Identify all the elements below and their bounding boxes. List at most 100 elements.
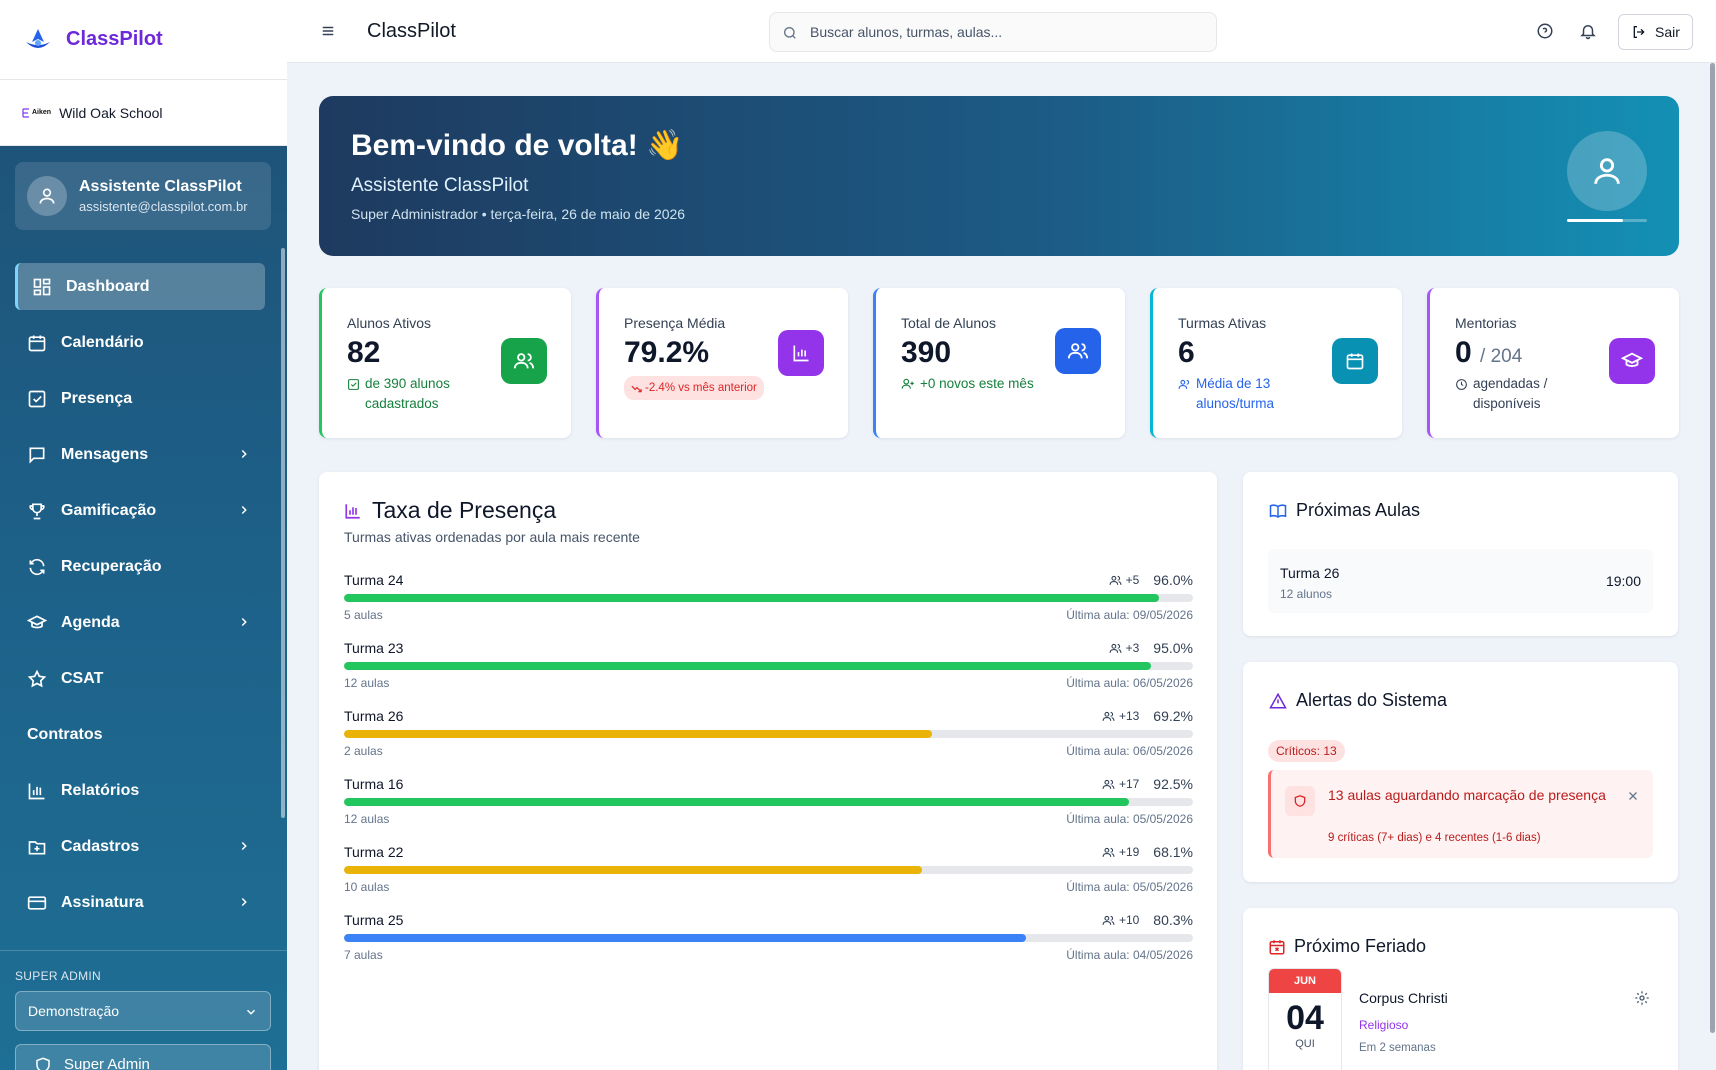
student-count: +17: [1118, 777, 1140, 791]
alert-subtitle: 9 críticas (7+ dias) e 4 recentes (1-6 d…: [1328, 832, 1541, 844]
super-admin-button[interactable]: Super Admin: [15, 1044, 271, 1070]
welcome-subtitle: Assistente ClassPilot: [351, 175, 529, 196]
sidebar-item-mensagens[interactable]: Mensagens: [15, 431, 265, 478]
sidebar-scrollbar[interactable]: [281, 248, 285, 818]
brand[interactable]: ClassPilot: [0, 0, 287, 80]
user-plus-icon: [901, 378, 914, 389]
holiday-calendar: JUN 04 QUI: [1268, 968, 1342, 1070]
stat-note: agendadas / disponíveis: [1455, 374, 1605, 414]
stat-label: Presença Média: [624, 315, 726, 331]
class-stats: +10 80.3%: [1102, 912, 1193, 928]
graduation-icon: [1609, 338, 1655, 384]
sidebar-item-cadastros[interactable]: Cadastros: [15, 823, 265, 870]
attendance-percent: 92.5%: [1153, 776, 1193, 792]
stat-card-total-alunos[interactable]: Total de Alunos 390 +0 novos este mês: [873, 288, 1125, 438]
attendance-row[interactable]: Turma 23 +3 95.0% 12 aulas Última aula: 06/0…: [344, 640, 1193, 700]
attendance-percent: 69.2%: [1153, 708, 1193, 724]
stat-value: 79.2%: [624, 336, 710, 369]
sidebar-item-dashboard[interactable]: Dashboard: [15, 263, 265, 310]
attendance-bar: [344, 934, 1193, 942]
critical-badge: Críticos: 13: [1268, 740, 1345, 762]
sidebar-item-label: Relatórios: [61, 781, 140, 799]
class-name: Turma 24: [344, 572, 404, 588]
sidebar-item-calendario[interactable]: Calendário: [15, 319, 265, 366]
sidebar-item-presenca[interactable]: Presença: [15, 375, 265, 422]
class-stats: +5 96.0%: [1109, 572, 1193, 588]
attendance-bar-fill: [344, 934, 1026, 942]
attendance-row[interactable]: Turma 22 +19 68.1% 10 aulas Última aula: 05/…: [344, 844, 1193, 904]
next-holiday-panel: Próximo Feriado JUN 04 QUI Corpus Christ…: [1243, 908, 1678, 1070]
sidebar-item-recuperacao[interactable]: Recuperação: [15, 543, 265, 590]
bar-chart-icon: [345, 503, 360, 519]
close-icon[interactable]: [1627, 790, 1639, 802]
users-icon: [1102, 778, 1115, 791]
class-last-lesson: Última aula: 05/05/2026: [1066, 812, 1193, 826]
next-holiday-title: Próximo Feriado: [1268, 936, 1426, 957]
stat-card-mentorias[interactable]: Mentorias 0 / 204 agendadas / disponívei…: [1427, 288, 1679, 438]
alert-title: 13 aulas aguardando marcação de presença: [1328, 787, 1606, 803]
sidebar-item-contratos[interactable]: Contratos: [15, 711, 265, 758]
stat-card-turmas-ativas[interactable]: Turmas Ativas 6 Média de 13 alunos/turma: [1150, 288, 1402, 438]
sidebar-item-label: Contratos: [27, 725, 103, 743]
alert-item[interactable]: 13 aulas aguardando marcação de presença…: [1268, 770, 1653, 858]
holiday-weekday: QUI: [1295, 1038, 1315, 1050]
bar-chart-icon: [28, 783, 45, 799]
help-icon[interactable]: [1536, 22, 1554, 40]
bar-chart-icon: [778, 330, 824, 376]
refresh-icon: [29, 558, 45, 575]
attendance-percent: 80.3%: [1153, 912, 1193, 928]
attendance-percent: 95.0%: [1153, 640, 1193, 656]
sidebar-item-agenda[interactable]: Agenda: [15, 599, 265, 646]
chevron-right-icon: [241, 841, 247, 851]
school-logo: Aiken: [22, 107, 51, 118]
sidebar-item-relatorios[interactable]: Relatórios: [15, 767, 265, 814]
stat-value: 82: [347, 336, 381, 369]
graduation-icon: [27, 614, 47, 628]
stat-label: Total de Alunos: [901, 315, 996, 331]
shield-icon: [36, 1057, 50, 1070]
bell-icon[interactable]: [1579, 22, 1597, 40]
holiday-month: JUN: [1269, 969, 1341, 993]
attendance-bar-fill: [344, 662, 1151, 670]
attendance-bar: [344, 730, 1193, 738]
stat-card-alunos-ativos[interactable]: Alunos Ativos 82 de 390 alunos cadastrad…: [319, 288, 571, 438]
class-stats: +19 68.1%: [1102, 844, 1193, 860]
attendance-row[interactable]: Turma 26 +13 69.2% 2 aulas Última aula: 06/0…: [344, 708, 1193, 768]
sidebar-item-csat[interactable]: CSAT: [15, 655, 265, 702]
class-last-lesson: Última aula: 06/05/2026: [1066, 676, 1193, 690]
search-placeholder: Buscar alunos, turmas, aulas...: [810, 24, 1003, 40]
gear-icon[interactable]: [1634, 990, 1650, 1006]
sidebar-item-assinatura[interactable]: Assinatura: [15, 879, 265, 926]
logout-button[interactable]: Sair: [1618, 14, 1693, 50]
next-class-time: 19:00: [1605, 573, 1641, 589]
school-switcher[interactable]: Aiken Wild Oak School: [0, 80, 287, 146]
class-lesson-count: 5 aulas: [344, 608, 383, 622]
class-lesson-count: 12 aulas: [344, 812, 390, 826]
page-scrollbar[interactable]: [1709, 63, 1716, 1070]
attendance-row[interactable]: Turma 16 +17 92.5% 12 aulas Última aula: 05/…: [344, 776, 1193, 836]
users-icon: [1102, 710, 1115, 723]
stat-card-presenca-media[interactable]: Presença Média 79.2% -2.4% vs mês anteri…: [596, 288, 848, 438]
class-stats: +17 92.5%: [1102, 776, 1193, 792]
demo-select[interactable]: Demonstração: [15, 991, 271, 1031]
menu-icon[interactable]: [321, 24, 335, 38]
stat-label: Alunos Ativos: [347, 315, 432, 331]
welcome-title: Bem-vindo de volta! 👋: [351, 129, 684, 162]
search-input[interactable]: Buscar alunos, turmas, aulas...: [769, 12, 1217, 52]
school-name: Wild Oak School: [59, 104, 163, 121]
user-name: Assistente ClassPilot: [79, 178, 242, 195]
holiday-name: Corpus Christi: [1359, 990, 1448, 1006]
sidebar-item-gamificacao[interactable]: Gamificação: [15, 487, 265, 534]
next-class-item[interactable]: Turma 26 12 alunos 19:00: [1268, 549, 1653, 613]
credit-card-icon: [27, 895, 47, 910]
user-card[interactable]: Assistente ClassPilot assistente@classpi…: [15, 162, 271, 230]
stat-value: 0 / 204: [1455, 336, 1523, 369]
page-title: ClassPilot: [367, 20, 456, 42]
attendance-bar-fill: [344, 866, 923, 874]
attendance-row[interactable]: Turma 24 +5 96.0% 5 aulas Última aula: 09/05…: [344, 572, 1193, 632]
trend-down-badge: -2.4% vs mês anterior: [624, 376, 764, 400]
users-icon: [1055, 328, 1101, 374]
attendance-row[interactable]: Turma 25 +10 80.3% 7 aulas Última aula: 04/0…: [344, 912, 1193, 972]
stat-note: Média de 13 alunos/turma: [1178, 374, 1328, 414]
class-last-lesson: Última aula: 06/05/2026: [1066, 744, 1193, 758]
